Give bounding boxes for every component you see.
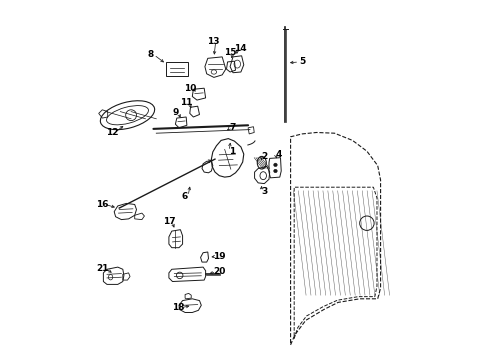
Text: 4: 4	[275, 150, 281, 159]
Text: 3: 3	[261, 187, 267, 196]
Text: 13: 13	[206, 37, 219, 46]
Text: 8: 8	[147, 50, 154, 59]
Text: 2: 2	[261, 152, 267, 161]
Text: 7: 7	[229, 123, 236, 132]
Text: 20: 20	[213, 267, 225, 276]
Text: 21: 21	[96, 264, 108, 273]
Text: 17: 17	[162, 217, 175, 226]
Circle shape	[273, 169, 277, 173]
Text: 18: 18	[171, 303, 184, 312]
Text: 11: 11	[180, 98, 192, 107]
Text: 15: 15	[224, 48, 236, 57]
Text: 10: 10	[184, 84, 196, 93]
Text: 12: 12	[105, 128, 118, 137]
Text: 5: 5	[298, 57, 305, 66]
Text: 16: 16	[96, 200, 108, 209]
Text: 6: 6	[182, 192, 188, 201]
Text: 9: 9	[172, 108, 178, 117]
Text: 14: 14	[233, 44, 246, 53]
Text: 19: 19	[213, 252, 225, 261]
Text: 1: 1	[228, 147, 235, 156]
Circle shape	[273, 163, 277, 167]
